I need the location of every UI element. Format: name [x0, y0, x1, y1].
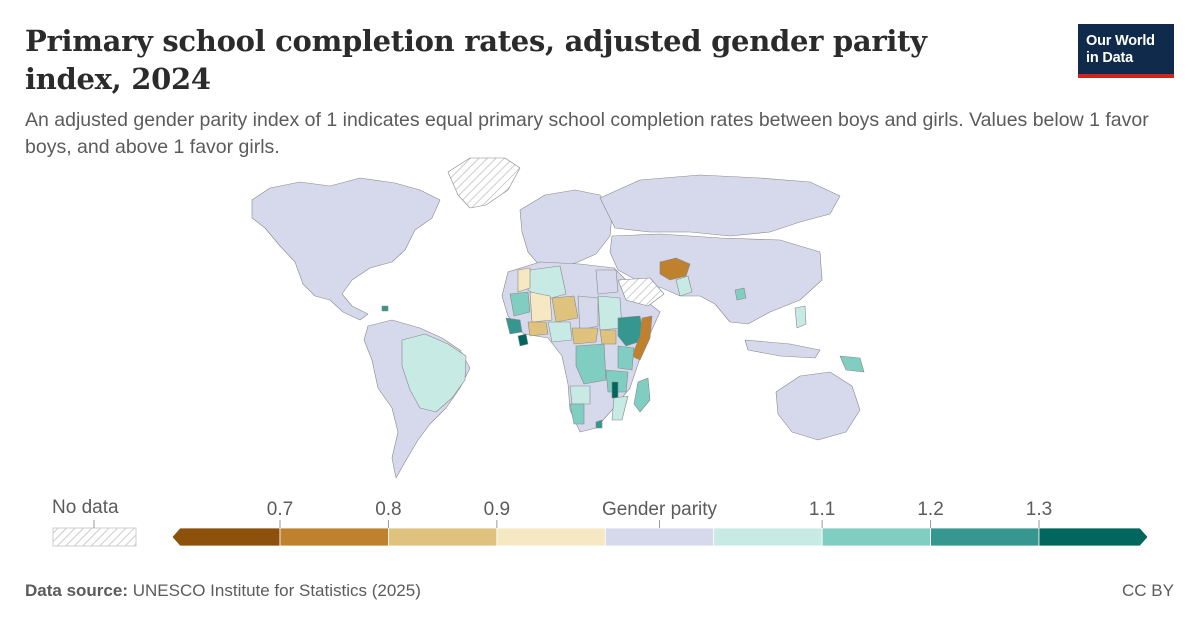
region-lesotho[interactable]	[595, 419, 603, 429]
legend-tick-label-4: 1.1	[809, 499, 835, 520]
footer-source-link[interactable]: UNESCO Institute for Statistics (2025)	[132, 581, 421, 600]
region-russia[interactable]	[599, 174, 841, 237]
region-tanzania[interactable]	[605, 369, 629, 393]
region-south-sudan[interactable]	[599, 329, 617, 345]
legend-tick-label-0: 0.7	[267, 499, 293, 520]
legend-bin-0[interactable]	[171, 527, 281, 547]
region-west-coast[interactable]	[505, 317, 523, 335]
region-egypt[interactable]	[595, 269, 619, 295]
region-north-america[interactable]	[251, 177, 441, 321]
region-mozambique[interactable]	[611, 395, 629, 421]
region-nigeria[interactable]	[547, 321, 573, 343]
region-bangladesh[interactable]	[734, 287, 747, 301]
legend-bin-7[interactable]	[930, 527, 1040, 547]
logo-line-2: in Data	[1086, 50, 1133, 66]
region-horn-no-data[interactable]	[617, 277, 665, 307]
region-kenya[interactable]	[617, 345, 635, 371]
footer-license[interactable]: CC BY	[1122, 581, 1174, 600]
region-mauritania[interactable]	[509, 291, 531, 317]
chart-title: Primary school completion rates, adjuste…	[25, 24, 927, 96]
legend-no-data-swatch	[52, 527, 137, 547]
region-angola[interactable]	[569, 385, 591, 405]
chart-subtitle: An adjusted gender parity index of 1 ind…	[25, 109, 1149, 158]
region-malawi[interactable]	[611, 381, 619, 399]
region-ethiopia[interactable]	[617, 315, 645, 347]
region-mali[interactable]	[529, 291, 553, 323]
region-burkina[interactable]	[527, 321, 549, 337]
region-drc[interactable]	[575, 343, 607, 385]
legend-bin-4[interactable]	[604, 527, 715, 547]
footer-source-label: Data source:	[25, 581, 128, 600]
region-namibia[interactable]	[569, 403, 585, 425]
region-western-sahara[interactable]	[517, 267, 531, 293]
region-indonesia[interactable]	[744, 339, 821, 359]
region-madagascar[interactable]	[633, 377, 651, 413]
region-pakistan[interactable]	[675, 275, 693, 297]
footer-source: Data source: UNESCO Institute for Statis…	[25, 581, 421, 601]
region-haiti[interactable]	[381, 305, 389, 312]
legend-tick-label-2: 0.9	[484, 499, 510, 520]
legend-bin-8[interactable]	[1038, 527, 1149, 547]
legend-tick-label-6: 1.3	[1026, 499, 1052, 520]
region-liberia[interactable]	[517, 333, 529, 347]
region-somalia[interactable]	[631, 315, 653, 361]
legend-bin-3[interactable]	[496, 527, 606, 547]
region-afghanistan[interactable]	[659, 257, 691, 281]
legend-bin-5[interactable]	[713, 527, 823, 547]
region-europe[interactable]	[519, 189, 613, 269]
region-philippines[interactable]	[794, 305, 807, 329]
region-greenland[interactable]	[447, 157, 521, 209]
region-australia[interactable]	[775, 371, 861, 441]
world-map	[251, 157, 865, 479]
legend-tick-label-5: 1.2	[917, 499, 943, 520]
region-car[interactable]	[571, 327, 599, 345]
owid-logo[interactable]: Our World in Data	[1078, 24, 1174, 78]
region-png[interactable]	[839, 355, 865, 373]
legend-bin-6[interactable]	[821, 527, 931, 547]
region-niger[interactable]	[551, 295, 579, 323]
legend-bin-1[interactable]	[279, 527, 389, 547]
legend-bin-2[interactable]	[388, 527, 498, 547]
legend-tick-label-1: 0.8	[375, 499, 401, 520]
legend-no-data-label: No data	[52, 497, 119, 518]
region-brazil[interactable]	[401, 333, 467, 413]
logo-line-1: Our World	[1086, 33, 1155, 49]
region-chad[interactable]	[577, 295, 599, 331]
legend-tick-label-3: Gender parity	[602, 499, 718, 520]
